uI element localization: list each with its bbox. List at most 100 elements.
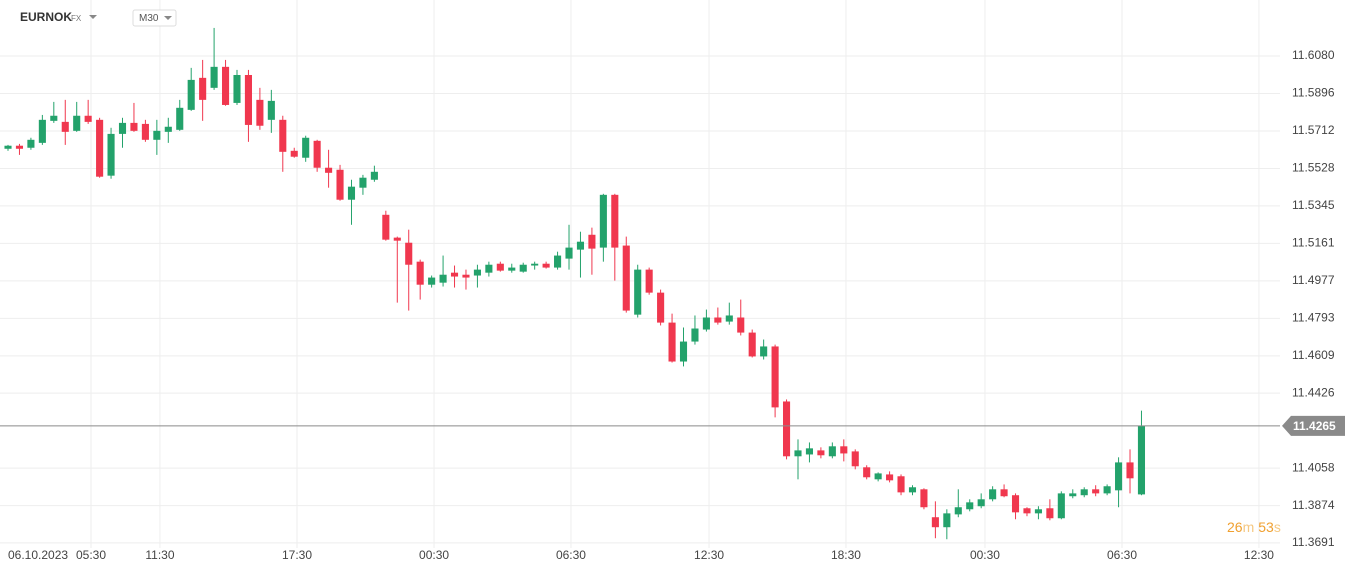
candle-body xyxy=(657,292,665,323)
candle-body xyxy=(1126,462,1134,479)
candle-body xyxy=(828,446,836,457)
candle-body xyxy=(805,448,813,455)
candle-body xyxy=(176,107,184,130)
y-tick-label: 11.3691 xyxy=(1292,535,1335,549)
candle-body xyxy=(210,66,218,88)
candle-body xyxy=(702,317,710,330)
candle-body xyxy=(153,130,161,140)
candle-body xyxy=(565,247,573,259)
candle-body xyxy=(405,242,413,265)
symbol[interactable]: EURNOK xyxy=(20,10,72,24)
x-tick-label: 06:30 xyxy=(1107,548,1137,562)
candle-body xyxy=(1046,508,1054,519)
candle-body xyxy=(931,517,939,528)
candle-body xyxy=(760,346,768,357)
candle-body xyxy=(863,467,871,478)
candle-body xyxy=(725,315,733,322)
candle-body xyxy=(233,74,241,103)
y-tick-label: 11.4609 xyxy=(1292,348,1335,362)
x-tick-label: 06:30 xyxy=(556,548,586,562)
candle-body xyxy=(141,123,149,140)
last-price-badge xyxy=(1282,415,1345,436)
candle-body xyxy=(50,115,58,121)
candle-body xyxy=(473,269,481,276)
y-tick-label: 11.4426 xyxy=(1292,385,1335,399)
x-tick-label: 06.10.2023 xyxy=(8,548,68,562)
candle-body xyxy=(439,274,447,283)
candle-body xyxy=(84,115,92,122)
candle-body xyxy=(325,167,333,173)
candle-body xyxy=(496,263,504,271)
candle-body xyxy=(908,487,917,493)
candle-body xyxy=(782,401,791,457)
y-tick-label: 11.6080 xyxy=(1292,48,1335,62)
candle-body xyxy=(886,474,894,481)
candle-body xyxy=(485,264,493,273)
timeframe-selector[interactable] xyxy=(132,9,177,27)
countdown: 26m 53s xyxy=(1227,519,1281,535)
y-tick-label: 11.4793 xyxy=(1292,310,1335,324)
x-tick-label: 12:30 xyxy=(1244,548,1274,562)
candle-body xyxy=(554,255,562,268)
candle-body xyxy=(1000,489,1008,497)
x-tick-label: 00:30 xyxy=(970,548,1000,562)
candle-body xyxy=(130,122,138,131)
candle-body xyxy=(737,317,745,333)
candle-body xyxy=(1023,508,1031,514)
candle-body xyxy=(313,140,321,168)
candle-body xyxy=(450,272,459,277)
candle-body xyxy=(107,133,115,176)
candle-body xyxy=(668,322,676,362)
candle-body xyxy=(1034,509,1042,514)
x-tick-label: 12:30 xyxy=(694,548,724,562)
candle-body xyxy=(279,119,287,152)
candle-body xyxy=(622,245,630,311)
candle-body xyxy=(164,126,172,132)
candle-body xyxy=(1092,489,1100,494)
countdown-minutes-unit: m xyxy=(1243,519,1255,535)
candle-body xyxy=(897,476,905,493)
candle-body xyxy=(943,513,951,528)
candle-body xyxy=(954,507,962,515)
market: FX xyxy=(71,14,82,23)
candle-body xyxy=(1057,493,1065,519)
candle-body xyxy=(1115,462,1123,491)
candle-body xyxy=(851,451,859,467)
candle-body xyxy=(336,169,344,200)
candle-body xyxy=(4,145,12,149)
candle-body xyxy=(817,450,825,456)
candle-body xyxy=(874,473,882,480)
timeframe[interactable]: M30 xyxy=(139,13,159,24)
candle-body xyxy=(508,267,516,271)
countdown-seconds-unit: s xyxy=(1274,519,1281,535)
candle-body xyxy=(302,137,310,158)
candle-body xyxy=(1011,495,1020,513)
candle-body xyxy=(611,194,619,248)
grid xyxy=(0,0,1280,548)
candle-body xyxy=(748,332,756,357)
candle-body xyxy=(462,274,470,278)
candle-body xyxy=(771,346,779,408)
candle-body xyxy=(531,263,539,266)
last-price-label: 11.4265 xyxy=(1293,419,1336,433)
y-tick-label: 11.4058 xyxy=(1292,460,1335,474)
candle-body xyxy=(267,100,275,120)
candle-body xyxy=(576,241,585,250)
symbol-dropdown-icon[interactable] xyxy=(89,15,97,19)
candle-body xyxy=(428,277,436,285)
countdown-minutes: 26 xyxy=(1227,519,1243,535)
x-tick-label: 05:30 xyxy=(76,548,106,562)
candle-body xyxy=(118,122,127,134)
candle-body xyxy=(290,150,298,157)
candle-body xyxy=(794,450,802,457)
candle-body xyxy=(920,489,928,508)
candles xyxy=(4,27,1146,540)
y-tick-label: 11.5896 xyxy=(1292,86,1335,100)
x-tick-label: 11:30 xyxy=(145,548,174,562)
y-tick-label: 11.5161 xyxy=(1292,236,1335,250)
candle-body xyxy=(977,499,985,507)
candle-body xyxy=(256,99,264,126)
timeframe-dropdown-icon[interactable] xyxy=(164,16,172,20)
candle-body xyxy=(15,145,24,149)
candle-body xyxy=(393,237,401,241)
